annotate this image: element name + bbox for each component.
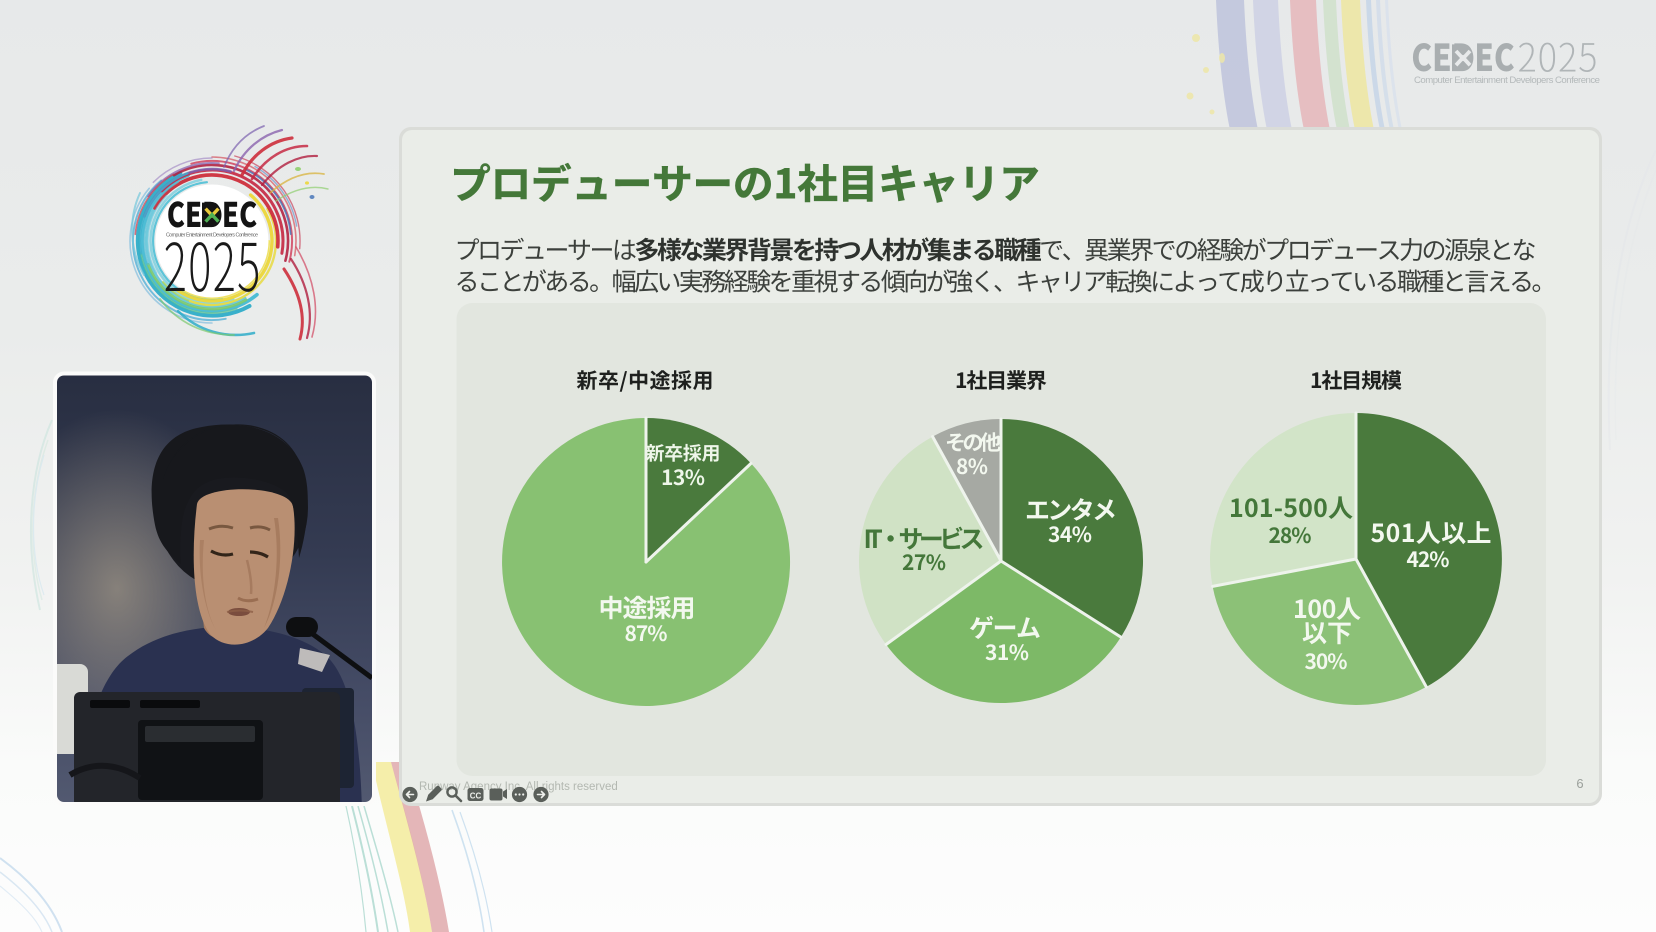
svg-text:Computer Entertainment Develop: Computer Entertainment Developers Confer… (166, 233, 258, 239)
svg-text:6: 6 (1576, 776, 1583, 791)
svg-text:CC: CC (470, 791, 482, 800)
svg-text:Computer Entertainment Develop: Computer Entertainment Developers Confer… (1414, 75, 1600, 86)
